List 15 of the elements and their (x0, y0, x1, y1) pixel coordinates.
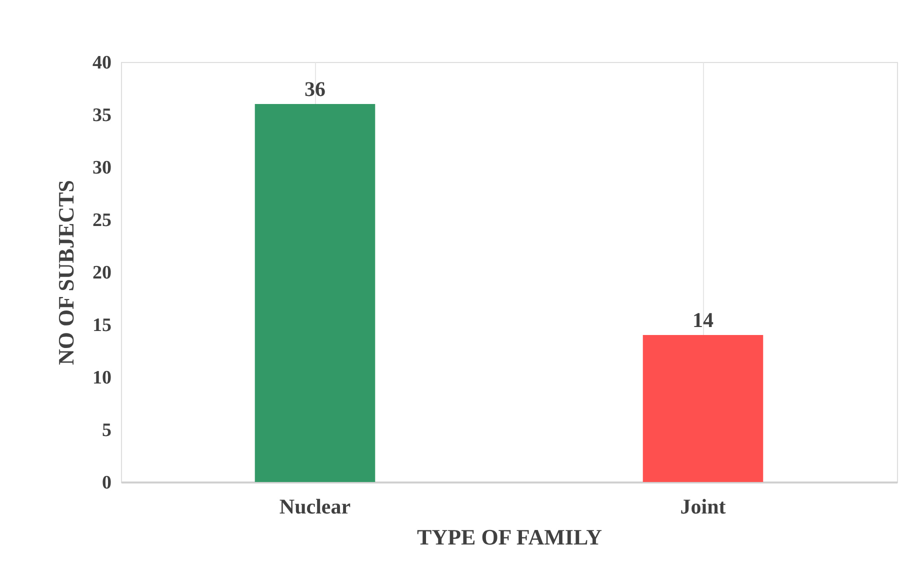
y-tick-label: 10 (92, 368, 112, 388)
y-tick-label: 15 (92, 315, 112, 336)
y-tick-label: 25 (92, 210, 112, 231)
y-tick-label: 35 (92, 105, 112, 126)
x-tick-label: Nuclear (279, 494, 351, 518)
y-axis-title: NO OF SUBJECTS (54, 180, 78, 366)
x-axis-title: TYPE OF FAMILY (417, 524, 602, 550)
y-tick-label: 0 (102, 472, 112, 494)
data-label: 36 (304, 77, 326, 101)
x-tick-label: Joint (680, 494, 726, 518)
y-tick-label: 5 (102, 420, 112, 441)
y-tick-label: 20 (92, 262, 112, 284)
y-tick-label: 30 (92, 158, 112, 178)
y-tick-label: 40 (92, 52, 112, 74)
data-label: 14 (692, 308, 714, 332)
